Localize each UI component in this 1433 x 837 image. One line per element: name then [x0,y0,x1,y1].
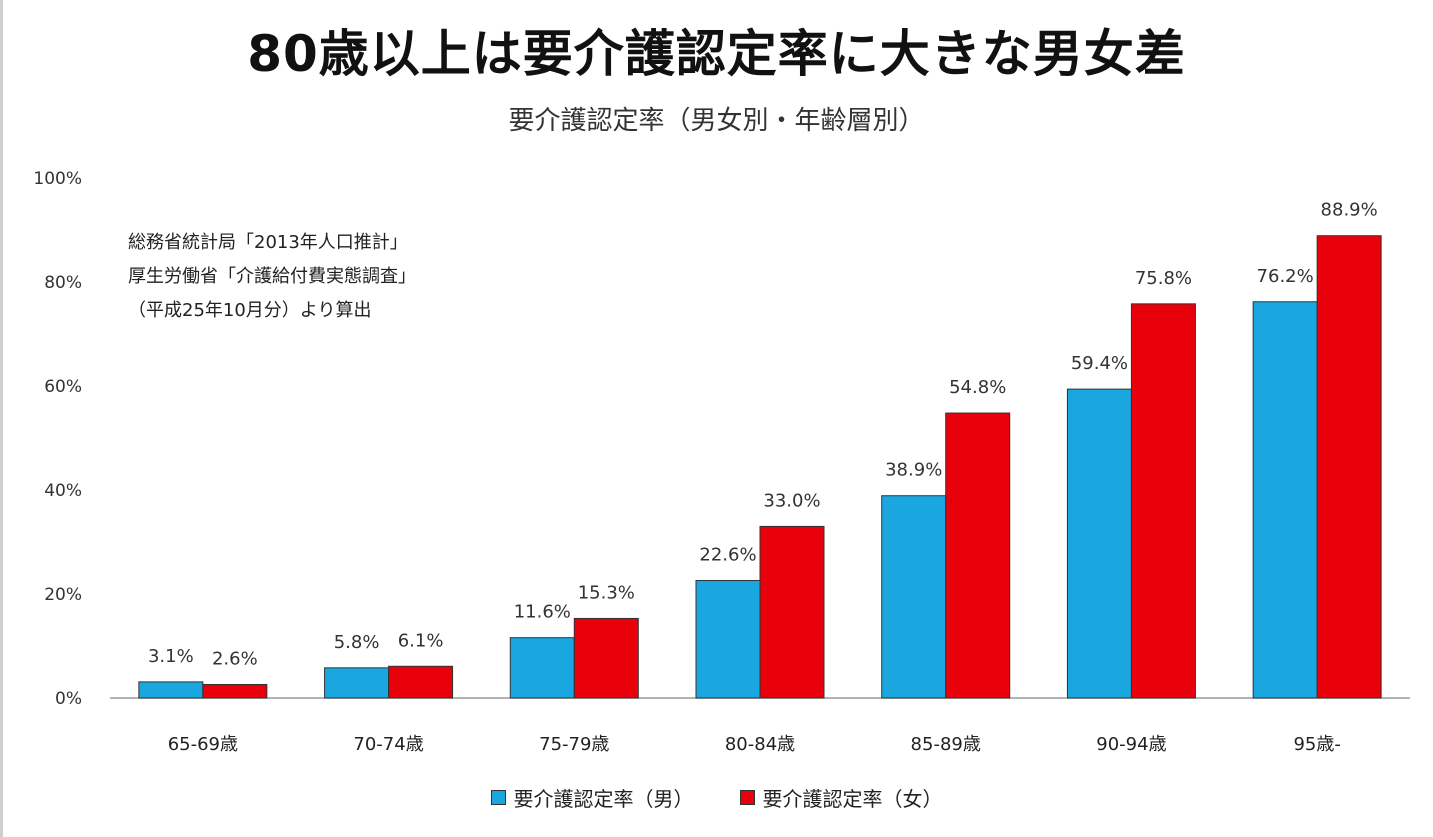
legend-label-female: 要介護認定率（女） [762,787,943,811]
bar-male [695,579,761,699]
bar-male [324,667,390,699]
x-tick-label: 80-84歳 [725,734,795,755]
y-tick-label: 0% [55,689,82,709]
source-note: 総務省統計局「2013年人口推計」 厚生労働省「介護給付費実態調査」 （平成25… [128,226,416,328]
bar-male [881,495,947,699]
y-tick-label: 60% [44,377,82,397]
data-label: 76.2% [1257,266,1314,287]
data-label: 54.8% [949,377,1006,398]
data-label: 33.0% [763,490,820,511]
legend-swatch-male [490,790,506,805]
bar-male [509,637,575,699]
bar-female [388,665,454,699]
data-label: 11.6% [514,602,571,623]
data-label: 59.4% [1071,353,1128,374]
data-label: 88.9% [1321,200,1378,221]
legend-item-female: 要介護認定率（女） [739,783,943,812]
x-tick-label: 65-69歳 [168,734,238,755]
x-tick-label: 95歳- [1293,734,1340,755]
source-note-line: （平成25年10月分）より算出 [128,300,372,321]
y-tick-label: 20% [44,585,82,605]
chart-title: 80歳以上は要介護認定率に大きな男女差 [247,25,1186,83]
x-tick-label: 85-89歳 [911,734,981,755]
bar-male [138,681,204,699]
data-label: 38.9% [885,460,942,481]
legend-swatch-female [739,790,755,805]
bar-female [202,683,268,699]
bar-female [945,412,1011,699]
x-tick-label: 70-74歳 [353,734,423,755]
data-label: 15.3% [578,582,635,603]
legend-label-male: 要介護認定率（男） [513,787,694,811]
x-tick-label: 75-79歳 [539,734,609,755]
data-label: 22.6% [699,544,756,565]
bar-female [1130,303,1196,699]
source-note-line: 厚生労働省「介護給付費実態調査」 [128,266,416,287]
bar-male [1252,301,1318,699]
legend-item-male: 要介護認定率（男） [490,783,694,812]
data-label: 2.6% [212,648,258,669]
data-label: 5.8% [334,632,380,653]
y-tick-label: 40% [44,481,82,501]
y-tick-label: 100% [33,169,82,189]
data-label: 3.1% [148,646,194,667]
x-tick-label: 90-94歳 [1096,734,1166,755]
bar-female [759,525,825,699]
bar-female [1316,235,1382,699]
legend: 要介護認定率（男） 要介護認定率（女） [0,783,1433,812]
bar-male [1066,388,1132,699]
y-tick-label: 80% [44,273,82,293]
data-label: 6.1% [398,630,444,651]
source-note-line: 総務省統計局「2013年人口推計」 [128,232,408,253]
chart-subtitle: 要介護認定率（男女別・年齢層別） [508,106,925,136]
data-label: 75.8% [1135,268,1192,289]
bar-female [573,617,639,699]
